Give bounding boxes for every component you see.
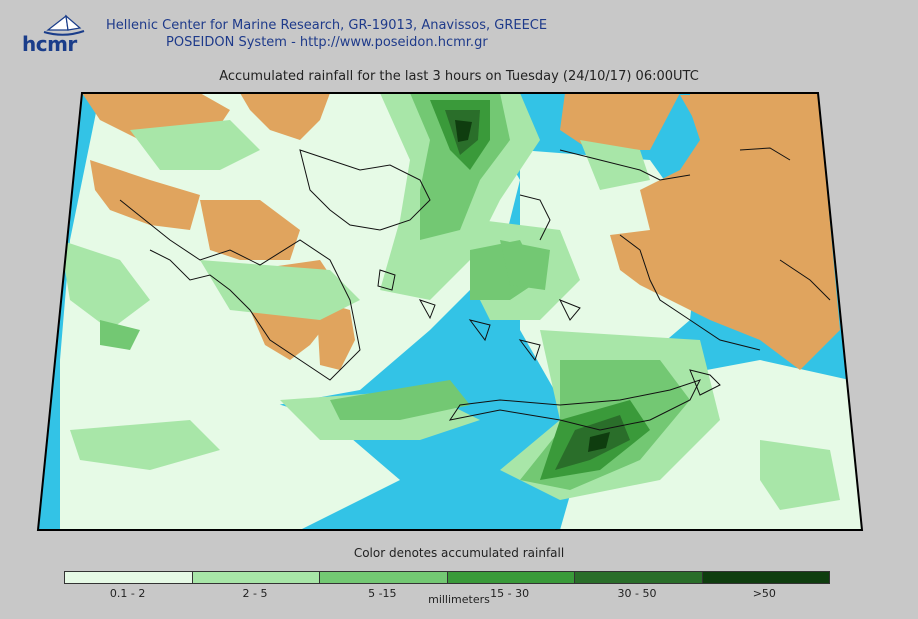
legend-swatch bbox=[320, 572, 448, 583]
legend-swatch bbox=[447, 572, 575, 583]
legend-units: millimeters bbox=[428, 593, 490, 606]
legend-label: 30 - 50 bbox=[617, 587, 657, 600]
logo-text: hcmr bbox=[22, 32, 77, 56]
legend-label: 2 - 5 bbox=[242, 587, 268, 600]
legend-label: 0.1 - 2 bbox=[109, 587, 146, 600]
legend-swatch bbox=[575, 572, 703, 583]
header-institution: Hellenic Center for Marine Research, GR-… bbox=[106, 18, 548, 33]
legend-title: Color denotes accumulated rainfall bbox=[353, 546, 565, 560]
legend-label: 5 -15 bbox=[368, 587, 397, 600]
legend-label: >50 bbox=[752, 587, 776, 600]
legend-color-bar bbox=[64, 571, 830, 584]
rain-gt50 bbox=[455, 120, 610, 452]
header-system: POSEIDON System - http://www.poseidon.hc… bbox=[166, 35, 488, 50]
legend-swatch bbox=[192, 572, 320, 583]
map-title: Accumulated rainfall for the last 3 hour… bbox=[219, 69, 699, 84]
legend-swatch bbox=[702, 572, 829, 583]
legend-label: 15 - 30 bbox=[490, 587, 530, 600]
hcmr-logo bbox=[43, 14, 85, 36]
legend-labels: 0.1 - 2 2 - 5 5 -15 15 - 30 30 - 50 >50 bbox=[64, 587, 828, 600]
coastlines bbox=[119, 147, 831, 431]
legend-swatch bbox=[65, 572, 193, 583]
